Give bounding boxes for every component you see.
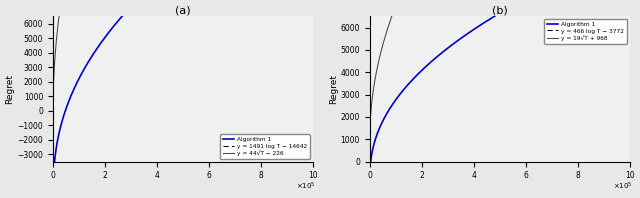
- Legend: Algorithm 1, y = 466 log T − 3772, y = 19√T + 968: Algorithm 1, y = 466 log T − 3772, y = 1…: [544, 19, 627, 44]
- Text: $\times10^5$: $\times10^5$: [296, 181, 316, 192]
- Y-axis label: Regret: Regret: [6, 74, 15, 104]
- Legend: Algorithm 1, y = 1491 log T − 14642, y = 44√T − 226: Algorithm 1, y = 1491 log T − 14642, y =…: [220, 134, 310, 159]
- Text: $\times10^5$: $\times10^5$: [613, 181, 632, 192]
- Title: (a): (a): [175, 6, 191, 16]
- Title: (b): (b): [492, 6, 508, 16]
- Y-axis label: Regret: Regret: [329, 74, 338, 104]
